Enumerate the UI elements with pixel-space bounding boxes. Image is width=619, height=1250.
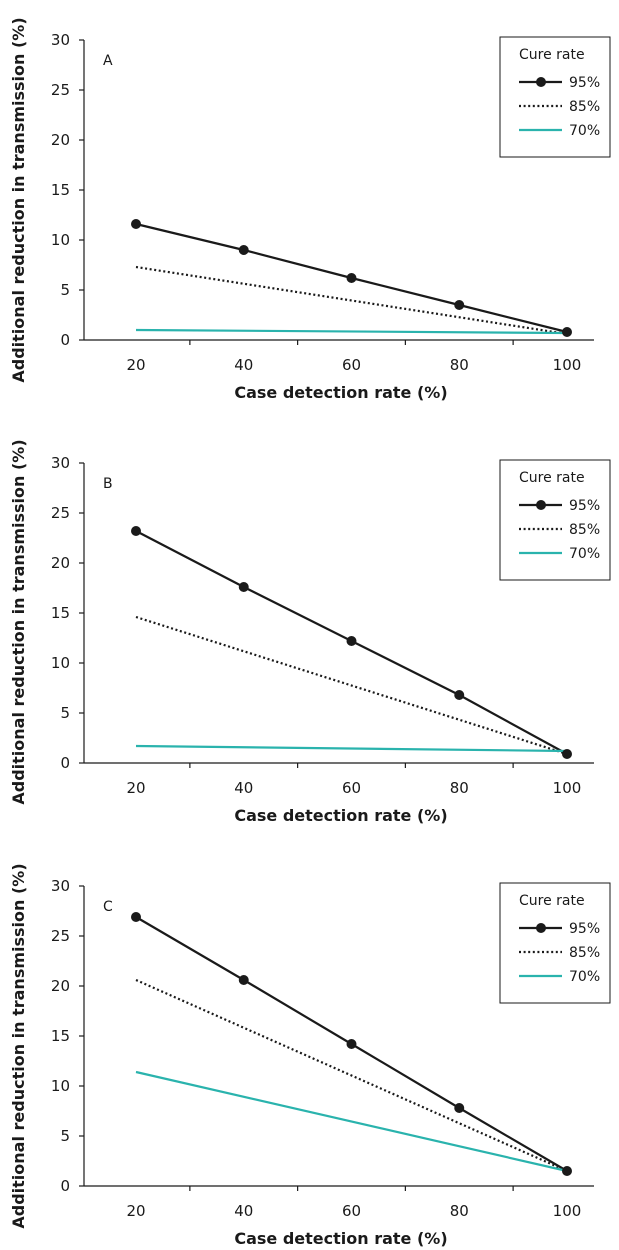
legend-marker xyxy=(536,923,546,933)
legend-title: Cure rate xyxy=(519,470,585,486)
y-tick-label: 15 xyxy=(51,181,70,199)
data-point xyxy=(131,526,141,536)
legend: Cure rate 95% 85% 70% xyxy=(499,459,611,581)
y-tick-label: 30 xyxy=(51,31,70,49)
y-axis-label: Additional reduction in transmission (%) xyxy=(9,863,28,1228)
data-point xyxy=(346,636,357,646)
data-point xyxy=(454,300,465,310)
legend-entry-label: 95% xyxy=(569,921,600,937)
data-point xyxy=(238,245,249,255)
x-tick-label: 80 xyxy=(450,356,469,374)
x-tick-label: 20 xyxy=(126,779,145,797)
y-tick-label: 25 xyxy=(51,504,70,522)
legend-entry-label: 85% xyxy=(569,945,600,961)
series-line-85 xyxy=(135,265,568,336)
x-tick-label: 100 xyxy=(553,356,582,374)
data-point xyxy=(131,912,141,922)
y-tick-label: 10 xyxy=(51,654,70,672)
y-tick-label: 25 xyxy=(51,81,70,99)
y-tick-label: 5 xyxy=(60,281,70,299)
y-tick-label: 0 xyxy=(60,331,70,349)
data-point xyxy=(238,975,249,985)
y-tick-label: 5 xyxy=(60,704,70,722)
y-tick-label: 5 xyxy=(60,1127,70,1145)
y-tick-label: 20 xyxy=(51,977,70,995)
data-point xyxy=(346,273,357,283)
y-tick-label: 15 xyxy=(51,604,70,622)
x-tick-label: 40 xyxy=(234,779,253,797)
x-tick-label: 80 xyxy=(450,1202,469,1220)
x-tick-label: 20 xyxy=(126,356,145,374)
x-axis-label: Case detection rate (%) xyxy=(234,1229,447,1248)
legend-marker xyxy=(536,77,546,87)
y-tick-label: 30 xyxy=(51,877,70,895)
y-tick-label: 30 xyxy=(51,454,70,472)
x-axis-label: Case detection rate (%) xyxy=(234,806,447,825)
panel-a: 0 5 10 15 20 25 30 20 40 60 80 100 Case detection ra… xyxy=(9,17,611,402)
legend-entry-label: 70% xyxy=(569,969,600,985)
legend-entry-label: 85% xyxy=(569,522,600,538)
x-tick-label: 40 xyxy=(234,1202,253,1220)
legend-marker xyxy=(536,500,546,510)
legend-box xyxy=(499,36,611,158)
y-tick-label: 20 xyxy=(51,131,70,149)
series-line-70 xyxy=(135,328,568,335)
legend-box xyxy=(499,459,611,581)
x-tick-label: 100 xyxy=(553,1202,582,1220)
legend-entry-label: 70% xyxy=(569,546,600,562)
x-tick-label: 60 xyxy=(342,1202,361,1220)
data-point xyxy=(454,690,465,700)
y-axis-label: Additional reduction in transmission (%) xyxy=(9,439,28,804)
legend-entry-label: 70% xyxy=(569,123,600,139)
y-tick-label: 10 xyxy=(51,231,70,249)
y-tick-label: 15 xyxy=(51,1027,70,1045)
y-tick-label: 0 xyxy=(60,754,70,772)
y-axis-label: Additional reduction in transmission (%) xyxy=(9,17,28,382)
data-point xyxy=(131,219,141,229)
panel-letter: C xyxy=(103,899,113,915)
data-point xyxy=(562,1166,572,1176)
x-tick-label: 100 xyxy=(553,779,582,797)
legend-title: Cure rate xyxy=(519,893,585,909)
y-tick-label: 10 xyxy=(51,1077,70,1095)
x-tick-label: 60 xyxy=(342,779,361,797)
data-point xyxy=(238,582,249,592)
data-point xyxy=(562,749,572,759)
y-tick-label: 20 xyxy=(51,554,70,572)
data-point xyxy=(346,1039,357,1049)
legend-entry-label: 85% xyxy=(569,99,600,115)
legend: Cure rate 95% 85% 70% xyxy=(499,36,611,158)
x-tick-label: 40 xyxy=(234,356,253,374)
panel-b: 0 5 10 15 20 25 30 20 40 60 80 100 Case detection ra… xyxy=(9,439,611,825)
x-axis-label: Case detection rate (%) xyxy=(234,383,447,402)
legend-entry-label: 95% xyxy=(569,75,600,91)
panel-c: 0 5 10 15 20 25 30 20 40 60 80 100 Case detection ra… xyxy=(9,863,611,1248)
x-tick-label: 80 xyxy=(450,779,469,797)
x-tick-label: 20 xyxy=(126,1202,145,1220)
data-point xyxy=(562,327,572,337)
panel-letter: A xyxy=(103,53,113,69)
y-tick-label: 25 xyxy=(51,927,70,945)
series-line-70 xyxy=(135,744,568,753)
series-line-85 xyxy=(135,978,568,1173)
series-line-85 xyxy=(135,615,568,756)
series-line-70 xyxy=(135,1070,568,1173)
legend-title: Cure rate xyxy=(519,47,585,63)
panel-letter: B xyxy=(103,476,113,492)
legend-entry-label: 95% xyxy=(569,498,600,514)
legend-box xyxy=(499,882,611,1004)
data-point xyxy=(454,1103,465,1113)
y-tick-label: 0 xyxy=(60,1177,70,1195)
legend: Cure rate 95% 85% 70% xyxy=(499,882,611,1004)
x-tick-label: 60 xyxy=(342,356,361,374)
